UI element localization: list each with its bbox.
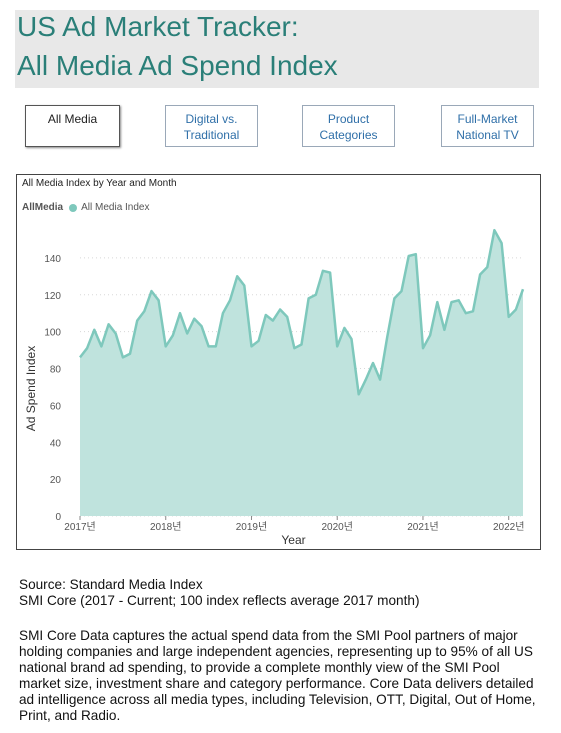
series-line	[79, 228, 525, 396]
legend-item[interactable]: All Media Index	[81, 202, 150, 213]
series-area	[80, 230, 523, 516]
y-tick-label: 120	[44, 291, 61, 302]
tab-label: Digital vs.	[185, 112, 238, 126]
tab-label: All Media	[47, 112, 98, 126]
tab-full-market-national-tv[interactable]: Full-Market National TV	[441, 105, 534, 147]
source-note: Source: Standard Media Index SMI Core (2…	[19, 577, 539, 609]
y-tick-label: 100	[44, 328, 61, 339]
y-tick-label: 60	[50, 401, 62, 412]
tab-label: Categories	[319, 128, 378, 142]
source-line: SMI Core (2017 - Current; 100 index refl…	[19, 593, 420, 608]
y-tick-label: 140	[44, 254, 61, 265]
y-tick-label: 0	[55, 512, 61, 523]
tab-product-categories[interactable]: Product Categories	[302, 105, 395, 147]
y-tick-label: 80	[50, 365, 62, 376]
tab-all-media[interactable]: All Media	[25, 105, 120, 147]
y-axis-title: Ad Spend Index	[24, 346, 38, 431]
source-line: Source: Standard Media Index	[19, 577, 203, 592]
tab-label: Traditional	[183, 128, 240, 142]
legend-label: AllMedia	[22, 202, 64, 213]
chart-title: All Media Index by Year and Month	[22, 178, 177, 189]
x-tick-label: 2018년	[150, 521, 181, 533]
page-title-line1: US Ad Market Tracker:	[17, 11, 299, 42]
chart-panel: All Media Index by Year and Month AllMed…	[16, 174, 541, 550]
x-tick-label: 2019년	[236, 521, 267, 533]
tab-digital-vs-traditional[interactable]: Digital vs. Traditional	[165, 105, 258, 147]
x-tick-label: 2022년	[493, 521, 524, 533]
y-tick-label: 20	[50, 475, 62, 486]
tab-label: National TV	[456, 128, 519, 142]
title-bar: US Ad Market Tracker: All Media Ad Spend…	[15, 10, 539, 88]
tab-label: Full-Market	[457, 112, 518, 126]
x-tick-label: 2021년	[407, 521, 438, 533]
legend-dot-icon	[69, 203, 78, 212]
area-chart[interactable]: 0 20 40 60 80 100 120 140 2017년 2018년 2019년 2020년 20…	[17, 175, 540, 549]
x-tick-label: 2020년	[321, 521, 352, 533]
tab-label: Product	[327, 112, 370, 126]
x-tick-label: 2017년	[64, 521, 95, 533]
page-title-line2: All Media Ad Spend Index	[17, 50, 338, 81]
chart-legend: AllMedia All Media Index	[22, 202, 150, 213]
x-axis-title: Year	[281, 533, 305, 547]
description-text: SMI Core Data captures the actual spend …	[19, 628, 536, 723]
y-tick-label: 40	[50, 438, 62, 449]
